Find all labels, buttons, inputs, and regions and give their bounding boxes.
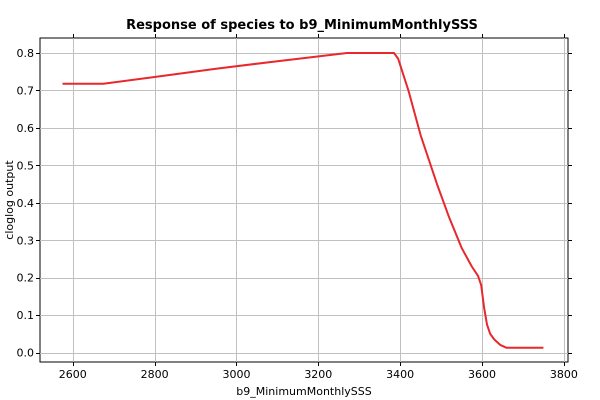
y-tick-label: 0.6 [17,122,35,135]
x-axis-label: b9_MinimumMonthlySSS [236,385,371,398]
y-tick-label: 0.4 [17,197,35,210]
chart-title: Response of species to b9_MinimumMonthly… [126,18,478,33]
x-tick-label: 2600 [59,368,87,381]
y-tick-label: 0.5 [17,159,35,172]
x-tick-label: 3400 [386,368,414,381]
grid-lines [40,38,568,362]
x-tick-label: 3000 [222,368,250,381]
y-tick-label: 0.7 [17,84,35,97]
x-tick-label: 2800 [141,368,169,381]
y-tick-label: 0.3 [17,234,35,247]
y-tick-label: 0.0 [17,347,35,360]
y-axis-label: cloglog output [3,160,16,240]
plot-frame [39,37,569,363]
series-line [62,52,544,349]
x-tick-labels: 2600 2800 3000 3200 3400 3600 3800 [59,368,578,381]
y-tick-label: 0.2 [17,272,35,285]
y-tick-label: 0.8 [17,47,35,60]
axis-ticks [36,34,572,366]
y-tick-labels: 0.0 0.1 0.2 0.3 0.4 0.5 0.6 0.7 0.8 [17,47,35,360]
x-tick-label: 3800 [550,368,578,381]
x-tick-label: 3200 [304,368,332,381]
x-tick-label: 3600 [468,368,496,381]
y-tick-label: 0.1 [17,309,35,322]
